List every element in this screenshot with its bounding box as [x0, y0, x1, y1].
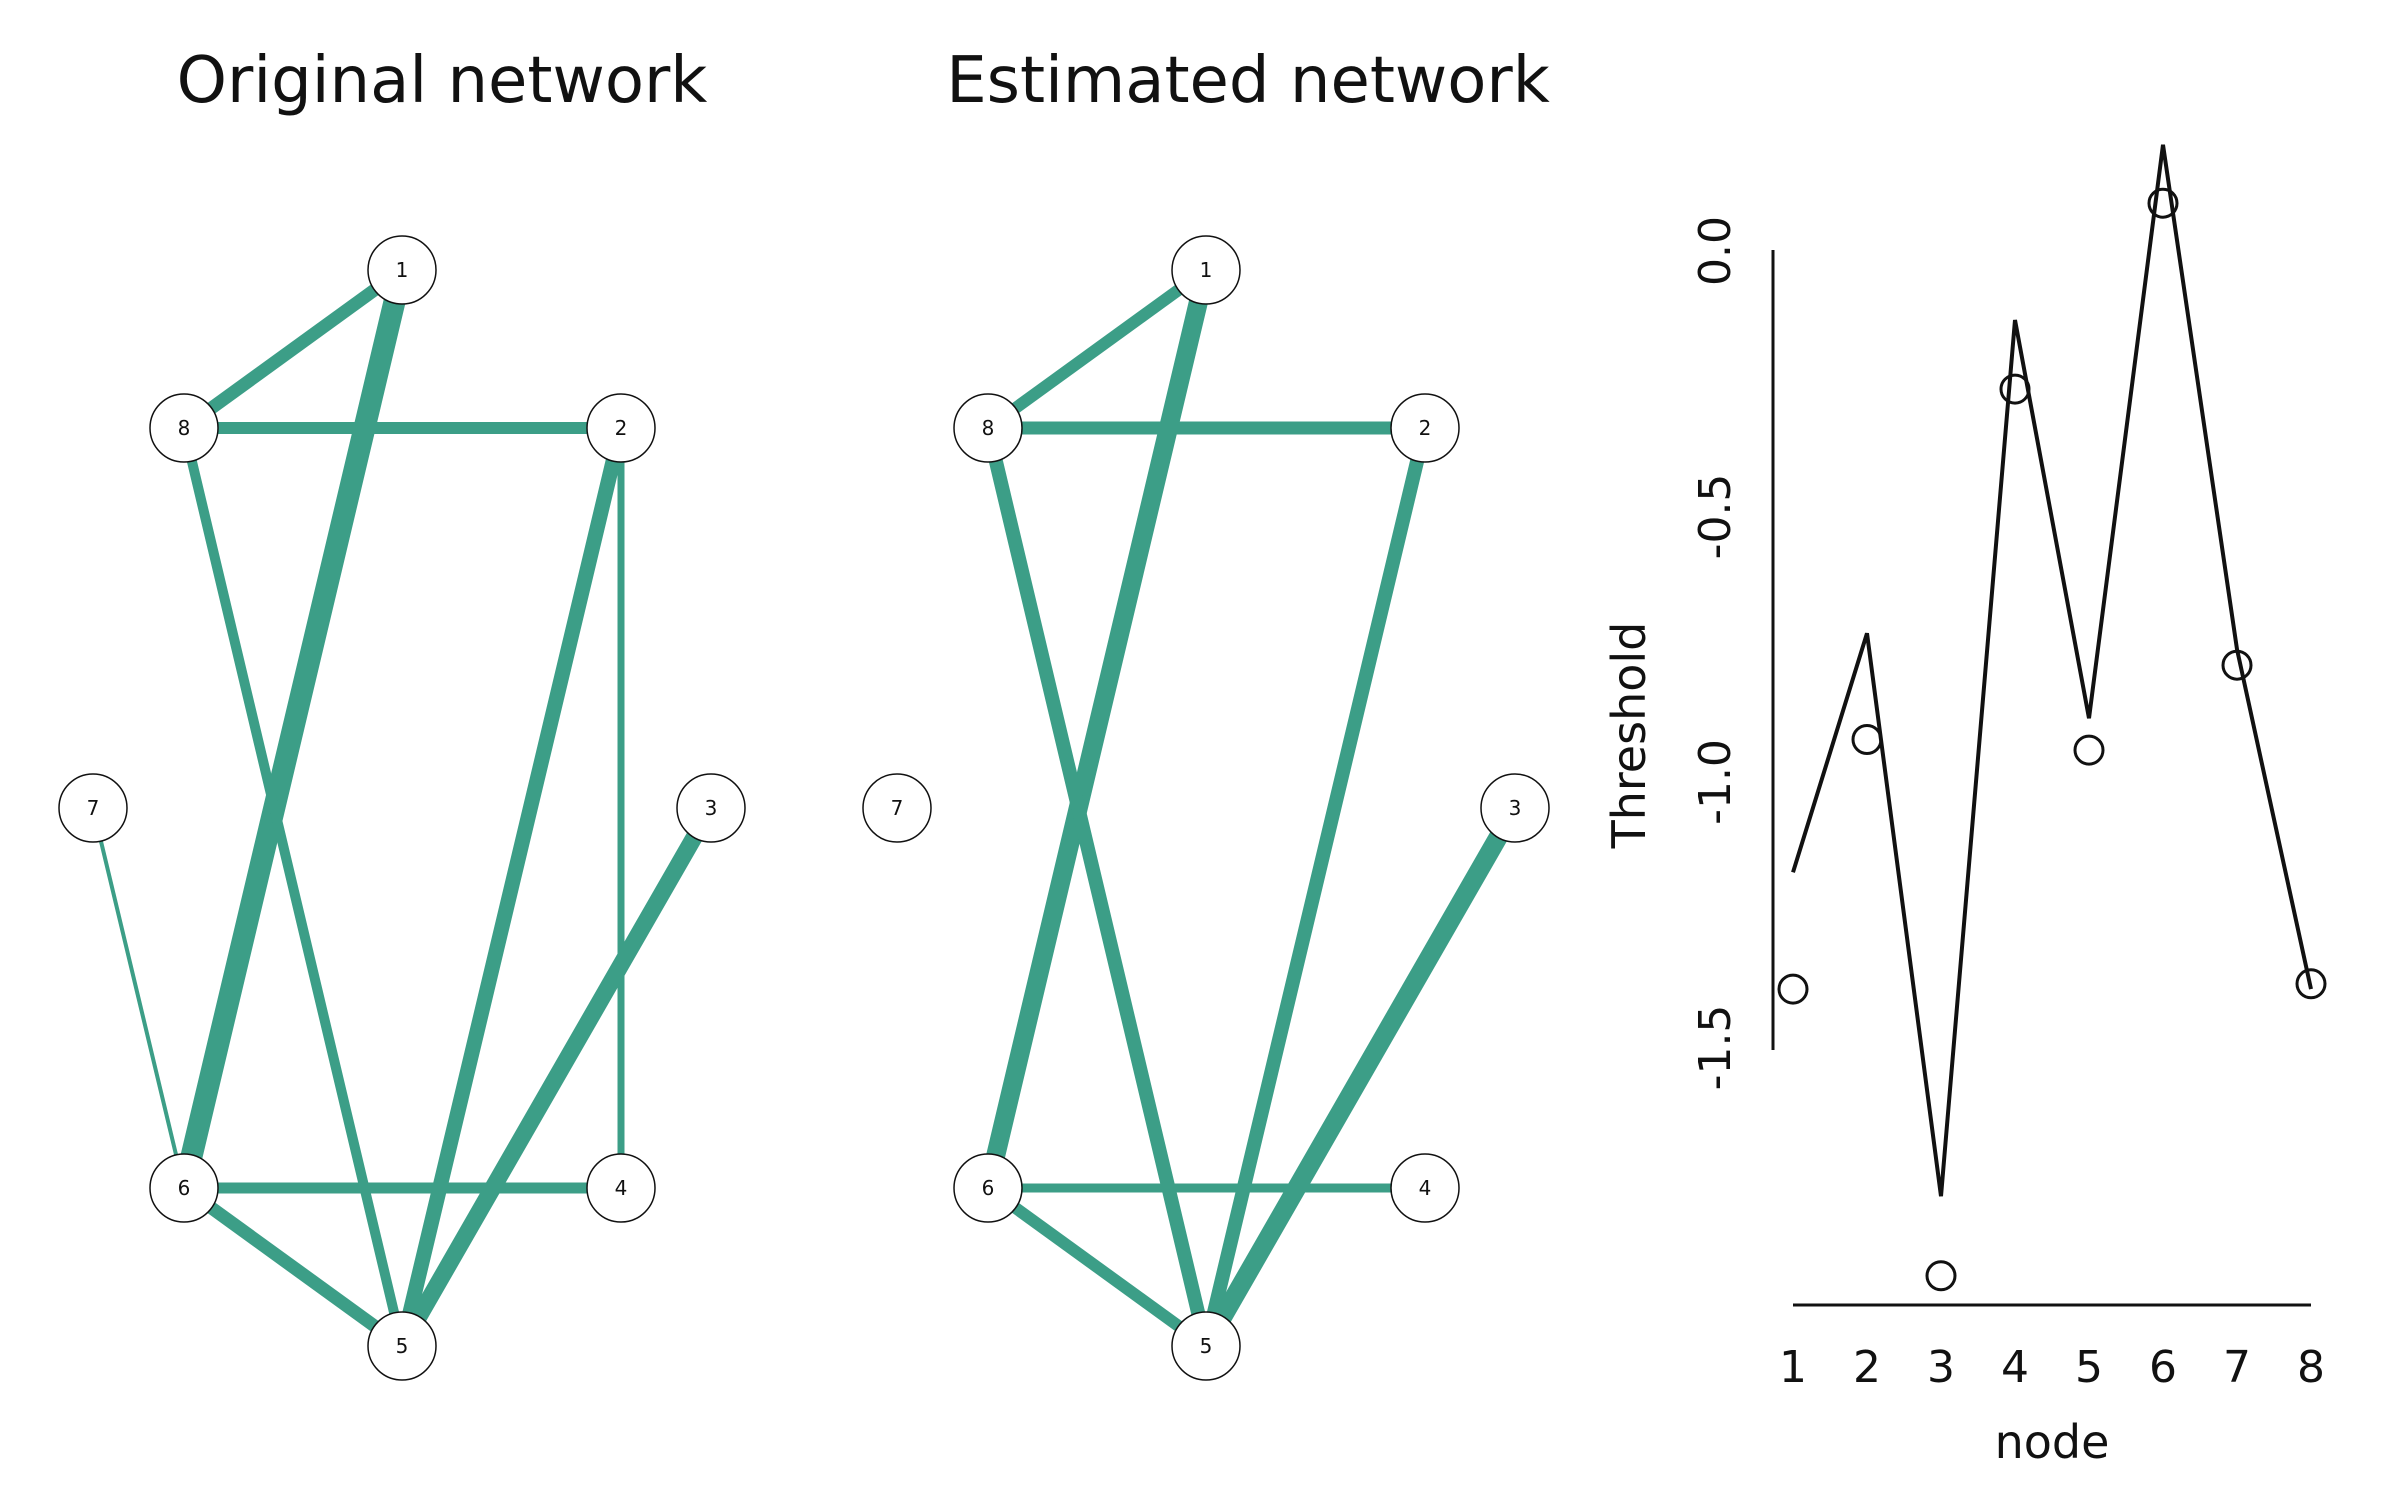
original-node-circle-7 [58, 773, 128, 843]
x-tick-label: 7 [2223, 1342, 2251, 1393]
original-node-label-8: 8 [178, 416, 191, 440]
estimated-node-label-3: 3 [1509, 796, 1522, 820]
threshold-point-6 [2147, 187, 2179, 219]
original-edge-2-5 [394, 426, 629, 1348]
estimated-node-circle-4 [1390, 1153, 1460, 1223]
x-tick-label: 4 [2001, 1342, 2029, 1393]
estimated-node-circle-5 [1171, 1311, 1241, 1381]
estimated-node-4: 4 [1390, 1153, 1460, 1223]
estimated-node-label-1: 1 [1200, 258, 1213, 282]
x-axis-title: node [1995, 1415, 2110, 1469]
y-tick-label: 0.0 [1690, 216, 1741, 286]
estimated-node-2: 2 [1390, 393, 1460, 463]
original-edge-3-5 [394, 803, 719, 1351]
estimated-node-5: 5 [1171, 1311, 1241, 1381]
original-node-label-6: 6 [178, 1176, 191, 1200]
x-tick-label: 5 [2075, 1342, 2103, 1393]
x-tick-label: 1 [1779, 1342, 1807, 1393]
estimated-network-title: Estimated network [946, 44, 1550, 118]
x-tick-label: 8 [2297, 1342, 2325, 1393]
estimated-node-circle-3 [1480, 773, 1550, 843]
original-node-5: 5 [367, 1311, 437, 1381]
threshold-point-1 [1777, 973, 1809, 1005]
estimated-node-label-6: 6 [982, 1176, 995, 1200]
threshold-point-8 [2295, 968, 2327, 1000]
estimated-node-1: 1 [1171, 235, 1241, 305]
original-node-6: 6 [149, 1153, 219, 1223]
threshold-point-series [1777, 187, 2327, 1292]
original-node-3: 3 [676, 773, 746, 843]
estimated-node-circle-1 [1171, 235, 1241, 305]
estimated-node-3: 3 [1480, 773, 1550, 843]
estimated-node-circle-7 [862, 773, 932, 843]
estimated-network-nodes: 1 2 3 4 5 6 7 8 [862, 235, 1550, 1381]
x-tick-label: 6 [2149, 1342, 2177, 1393]
estimated-node-label-5: 5 [1200, 1334, 1213, 1358]
original-node-circle-8 [149, 393, 219, 463]
original-network-title: Original network [177, 44, 708, 118]
y-tick-label: -1.5 [1690, 1005, 1741, 1091]
estimated-node-circle-8 [953, 393, 1023, 463]
estimated-node-circle-2 [1390, 393, 1460, 463]
original-edge-1-8 [180, 264, 406, 434]
y-tick-label: -0.5 [1690, 474, 1741, 560]
original-node-circle-2 [586, 393, 656, 463]
estimated-node-circle-6 [953, 1153, 1023, 1223]
x-tick-label: 3 [1927, 1342, 1955, 1393]
original-node-1: 1 [367, 235, 437, 305]
estimated-node-label-8: 8 [982, 416, 995, 440]
estimated-node-6: 6 [953, 1153, 1023, 1223]
original-node-label-4: 4 [615, 1176, 628, 1200]
estimated-node-7: 7 [862, 773, 932, 843]
estimated-edge-3-5 [1197, 803, 1524, 1351]
original-node-circle-4 [586, 1153, 656, 1223]
original-node-label-1: 1 [396, 258, 409, 282]
original-edge-6-5 [180, 1182, 406, 1352]
estimated-network-edges [978, 265, 1524, 1351]
original-node-circle-1 [367, 235, 437, 305]
estimated-node-label-4: 4 [1419, 1176, 1432, 1200]
threshold-point-3 [1925, 1260, 1957, 1292]
estimated-edge-8-5 [981, 426, 1213, 1348]
threshold-point-4 [1999, 373, 2031, 405]
y-tick-label: -1.0 [1690, 739, 1741, 825]
y-tick-labels: 0.0 -0.5 -1.0 -1.5 [1690, 216, 1741, 1090]
original-edge-7-6 [91, 807, 186, 1189]
estimated-node-8: 8 [953, 393, 1023, 463]
threshold-line-series [1791, 144, 2313, 1197]
original-node-label-7: 7 [87, 796, 100, 820]
threshold-point-5 [2073, 734, 2105, 766]
x-tick-label: 2 [1853, 1342, 1881, 1393]
estimated-node-label-7: 7 [891, 796, 904, 820]
original-network-panel: Original network 1 2 3 4 5 6 7 8 [58, 44, 746, 1381]
original-node-label-2: 2 [615, 416, 628, 440]
original-node-2: 2 [586, 393, 656, 463]
original-node-8: 8 [149, 393, 219, 463]
original-node-circle-5 [367, 1311, 437, 1381]
estimated-edge-6-5 [984, 1183, 1210, 1351]
y-axis-title: Threshold [1602, 622, 1656, 850]
original-network-nodes: 1 2 3 4 5 6 7 8 [58, 235, 746, 1381]
threshold-point-7 [2221, 649, 2253, 681]
estimated-edge-2-5 [1199, 426, 1432, 1348]
threshold-point-2 [1851, 724, 1883, 755]
original-network-edges [91, 264, 719, 1352]
estimated-network-panel: Estimated network 1 2 3 4 5 6 7 8 [862, 44, 1550, 1381]
original-node-label-3: 3 [705, 796, 718, 820]
original-node-4: 4 [586, 1153, 656, 1223]
original-node-7: 7 [58, 773, 128, 843]
estimated-node-label-2: 2 [1419, 416, 1432, 440]
original-node-label-5: 5 [396, 1334, 409, 1358]
original-node-circle-6 [149, 1153, 219, 1223]
estimated-edge-1-8 [984, 265, 1210, 433]
original-node-circle-3 [676, 773, 746, 843]
